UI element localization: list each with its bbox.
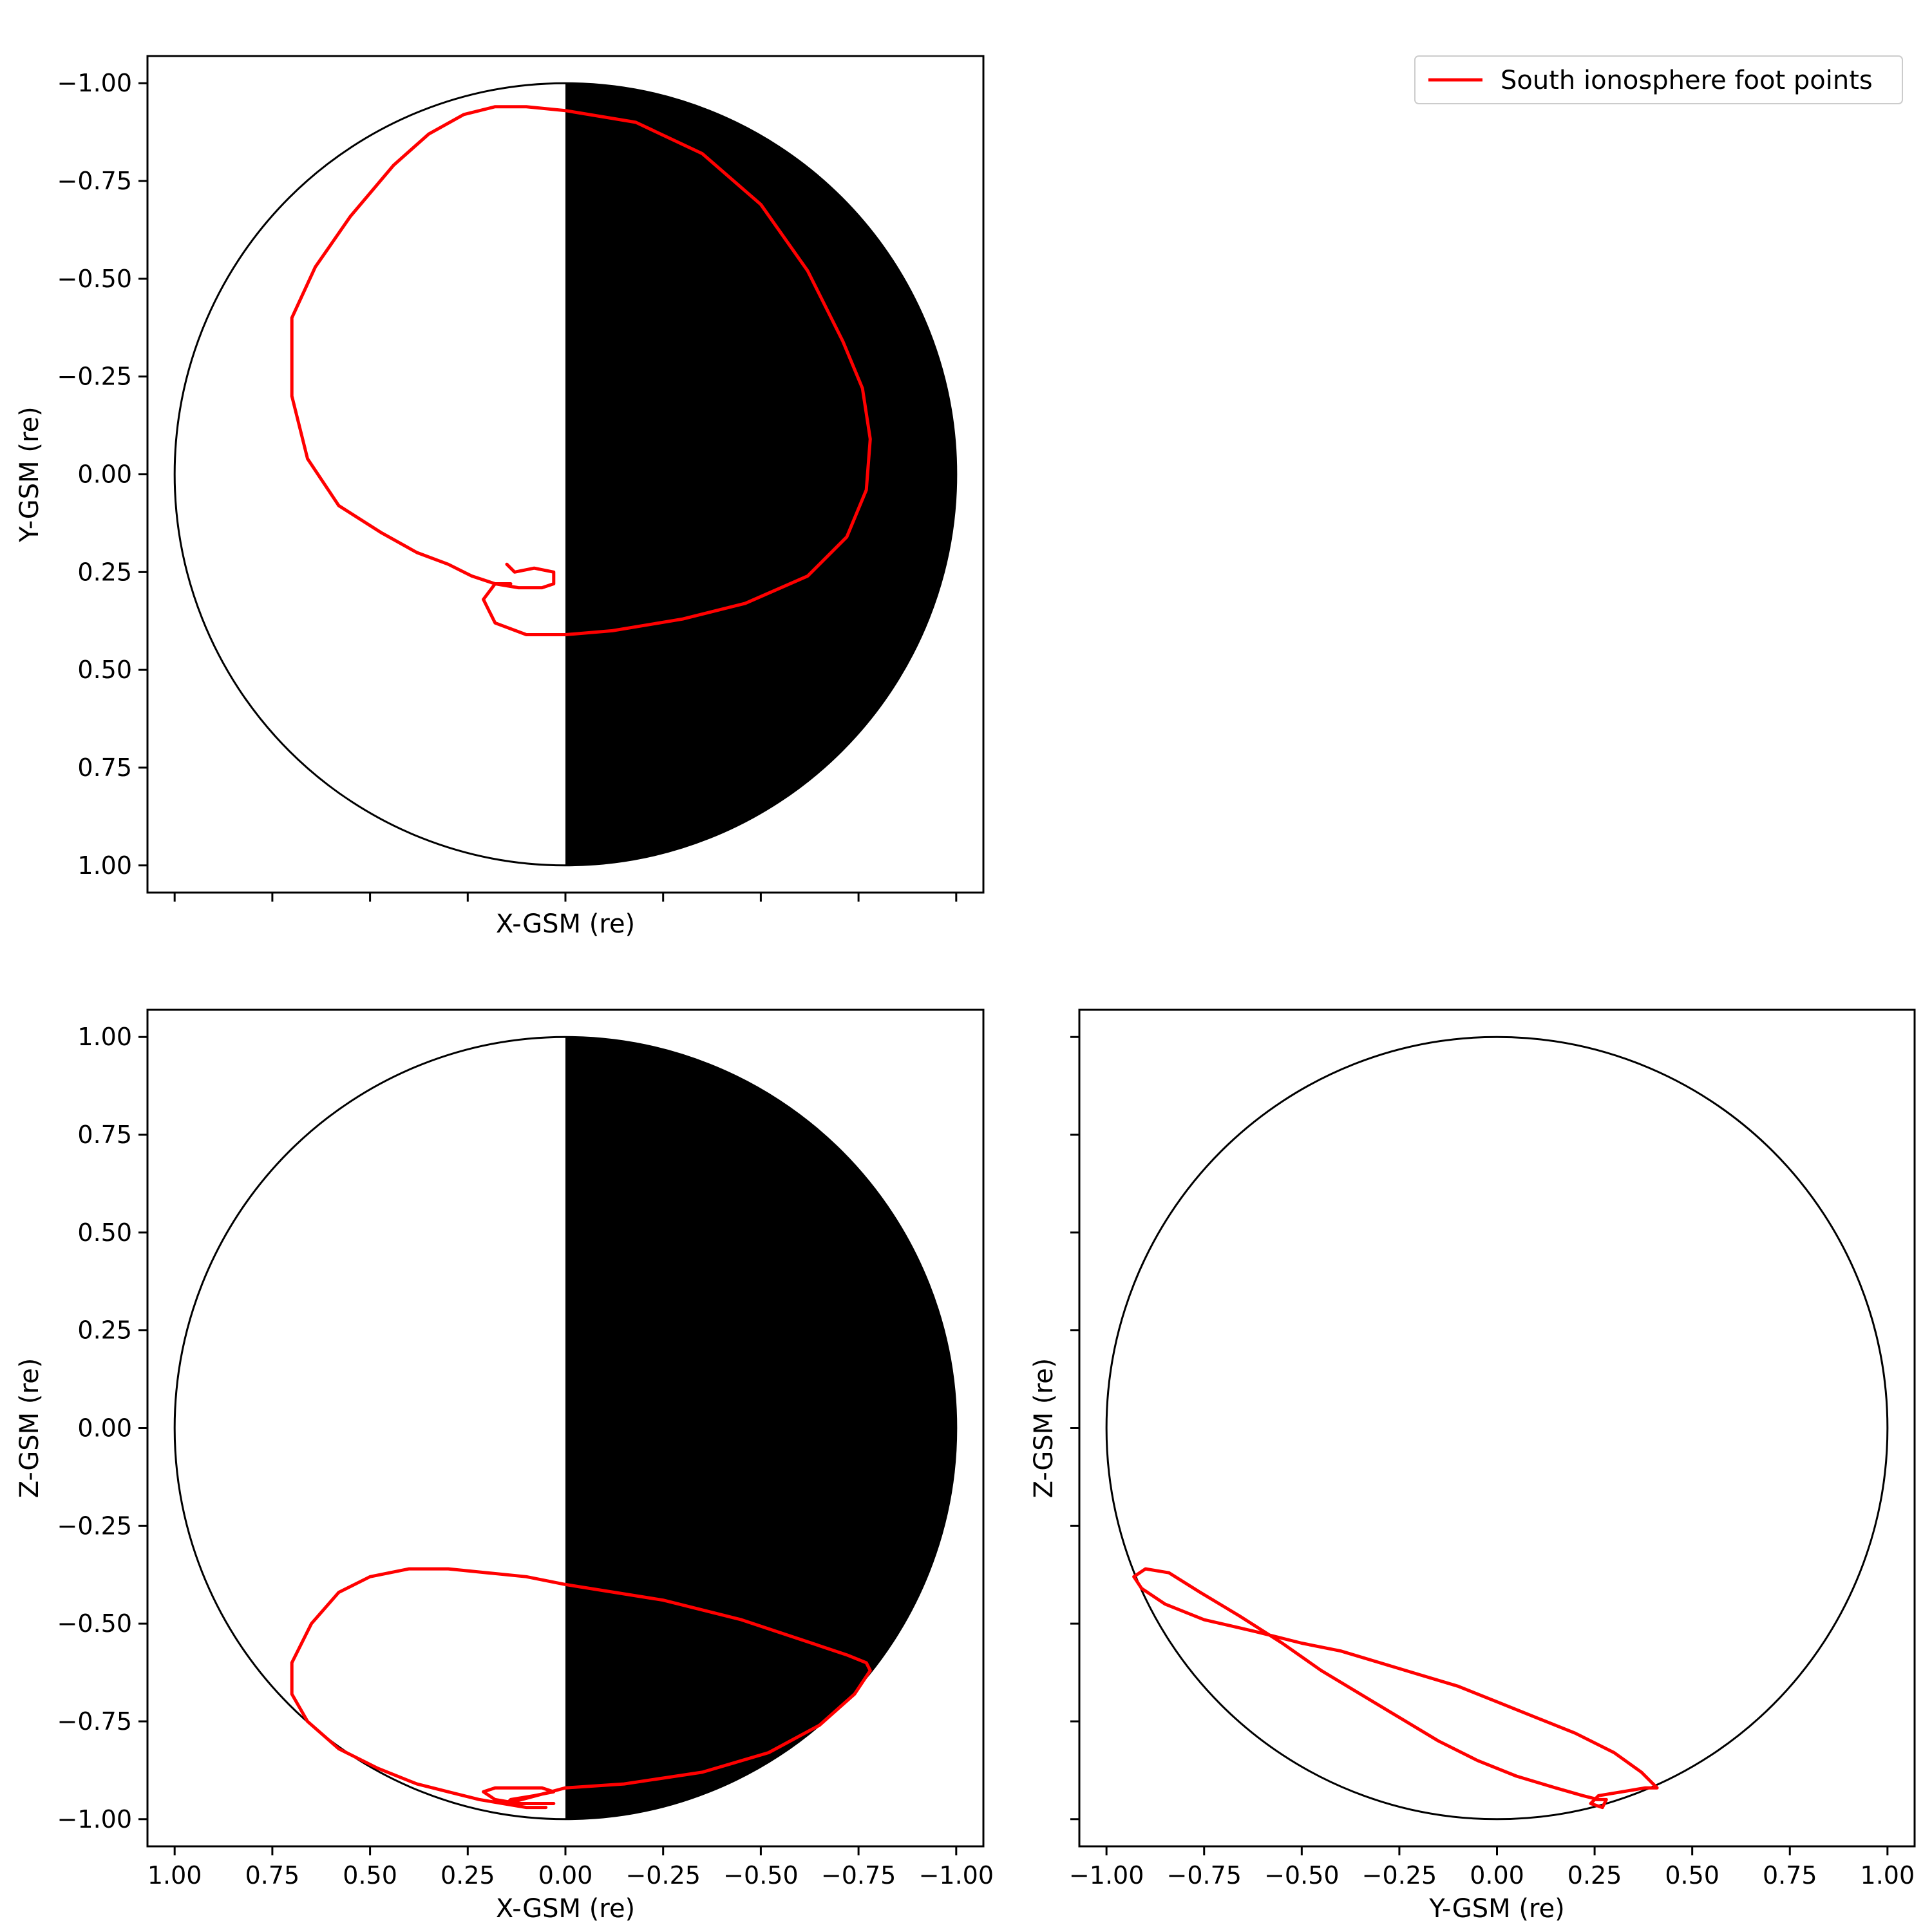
earth-night-side <box>565 83 956 866</box>
legend-frame <box>1414 55 1903 104</box>
x-tick-label: −1.00 <box>1069 1861 1144 1889</box>
y-tick-label: −1.00 <box>57 1805 132 1833</box>
x-tick-label: 1.00 <box>1861 1861 1915 1889</box>
x-tick-label: −0.50 <box>723 1861 798 1889</box>
y-tick-label: 0.25 <box>77 1316 132 1345</box>
earth-outline <box>173 1036 958 1821</box>
x-tick-label: 1.00 <box>147 1861 202 1889</box>
panel-bottom-right-yz: −1.00 −0.75 −0.50 −0.25 0.00 0.25 0.50 0.75 1.00… <box>1029 1009 1916 1924</box>
y-axis-label: Y-GSM (re) <box>15 406 44 543</box>
y-tick-label: 0.75 <box>77 753 132 782</box>
x-tick-label: −0.75 <box>1167 1861 1242 1889</box>
x-tick-label: −0.25 <box>625 1861 700 1889</box>
earth-outline <box>1105 1036 1889 1821</box>
y-tick-label: 0.75 <box>77 1121 132 1149</box>
y-tick-label: 0.50 <box>77 1218 132 1247</box>
y-tick-label: 1.00 <box>77 1023 132 1051</box>
x-tick-label: 0.75 <box>1763 1861 1817 1889</box>
series-line-0 <box>290 1567 872 1810</box>
x-tick-label: 0.25 <box>1567 1861 1622 1889</box>
earth-night-side <box>565 1037 956 1819</box>
panel-top-left-xy: −1.00 −0.75 −0.50 −0.25 0.00 0.25 0.50 0.75 1.00… <box>15 55 985 939</box>
x-tick-label: 0.00 <box>538 1861 593 1889</box>
x-axis-label: X-GSM (re) <box>496 909 635 939</box>
x-axis-label: X-GSM (re) <box>496 1894 635 1924</box>
y-tick-label: 0.50 <box>77 656 132 684</box>
series-line-0 <box>1132 1567 1659 1810</box>
legend-label: South ionosphere foot points <box>1501 66 1873 95</box>
panel-bottom-left-xz: 1.00 0.75 0.50 0.25 0.00 −0.25 −0.50 −0.75 −1.00… <box>15 1009 994 1924</box>
series-line-0 <box>290 105 872 636</box>
y-axis-label: Z-GSM (re) <box>15 1358 44 1499</box>
axes-frame <box>1078 1009 1916 1848</box>
y-tick-label: −0.75 <box>57 167 132 195</box>
y-tick-label: 0.25 <box>77 558 132 586</box>
x-tick-label: −1.00 <box>919 1861 994 1889</box>
y-tick-label: −0.50 <box>57 1609 132 1638</box>
y-tick-label: −1.00 <box>57 69 132 97</box>
legend: South ionosphere foot points <box>1414 55 1903 104</box>
x-tick-label: −0.25 <box>1362 1861 1437 1889</box>
y-tick-label: 1.00 <box>77 851 132 880</box>
x-tick-label: 0.25 <box>440 1861 495 1889</box>
y-tick-label: −0.50 <box>57 265 132 293</box>
x-tick-label: 0.75 <box>245 1861 300 1889</box>
y-tick-label: −0.25 <box>57 363 132 391</box>
y-tick-label: 0.00 <box>77 1414 132 1443</box>
earth-outline <box>173 82 958 867</box>
x-tick-label: 0.50 <box>1665 1861 1719 1889</box>
y-tick-label: −0.75 <box>57 1707 132 1736</box>
y-tick-label: 0.00 <box>77 460 132 489</box>
x-tick-label: 0.00 <box>1470 1861 1524 1889</box>
x-tick-label: −0.50 <box>1264 1861 1339 1889</box>
y-tick-label: −0.25 <box>57 1511 132 1540</box>
x-tick-label: −0.75 <box>821 1861 896 1889</box>
y-axis-label: Z-GSM (re) <box>1029 1358 1059 1499</box>
x-tick-label: 0.50 <box>343 1861 397 1889</box>
x-axis-label: Y-GSM (re) <box>1428 1894 1565 1924</box>
